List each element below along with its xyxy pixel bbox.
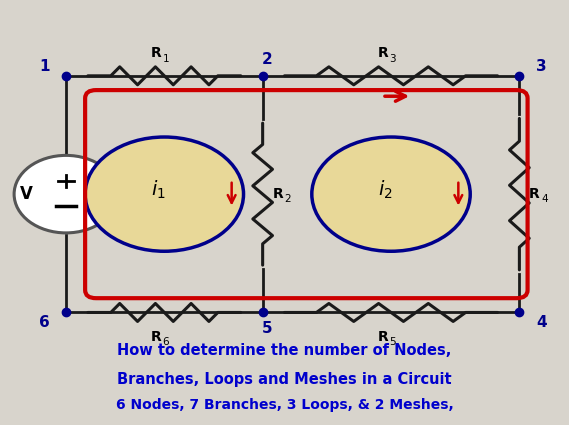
Text: R: R xyxy=(377,330,388,344)
Text: $i_1$: $i_1$ xyxy=(151,179,166,201)
Text: R: R xyxy=(377,46,388,60)
Text: Branches, Loops and Meshes in a Circuit: Branches, Loops and Meshes in a Circuit xyxy=(117,371,452,387)
Circle shape xyxy=(14,156,118,233)
Text: 5: 5 xyxy=(389,337,396,347)
Text: 1: 1 xyxy=(163,54,170,64)
Text: 3: 3 xyxy=(536,59,547,74)
Text: $i_2$: $i_2$ xyxy=(378,179,393,201)
Text: 2: 2 xyxy=(284,195,291,204)
Text: V: V xyxy=(20,185,33,203)
Text: 1: 1 xyxy=(39,59,50,74)
Text: R: R xyxy=(151,330,162,344)
Text: 2: 2 xyxy=(262,52,273,67)
Text: R: R xyxy=(151,46,162,60)
Ellipse shape xyxy=(312,137,470,251)
Text: How to determine the number of Nodes,: How to determine the number of Nodes, xyxy=(117,343,452,358)
Text: 4: 4 xyxy=(541,195,548,204)
Ellipse shape xyxy=(85,137,244,251)
Text: 4: 4 xyxy=(536,315,547,330)
Text: 6: 6 xyxy=(163,337,170,347)
Text: R: R xyxy=(529,187,540,201)
Text: 3: 3 xyxy=(389,54,396,64)
Text: 6: 6 xyxy=(39,315,50,330)
Text: 5: 5 xyxy=(262,321,273,336)
Text: 6 Nodes, 7 Branches, 3 Loops, & 2 Meshes,: 6 Nodes, 7 Branches, 3 Loops, & 2 Meshes… xyxy=(116,398,453,412)
Text: R: R xyxy=(273,187,283,201)
